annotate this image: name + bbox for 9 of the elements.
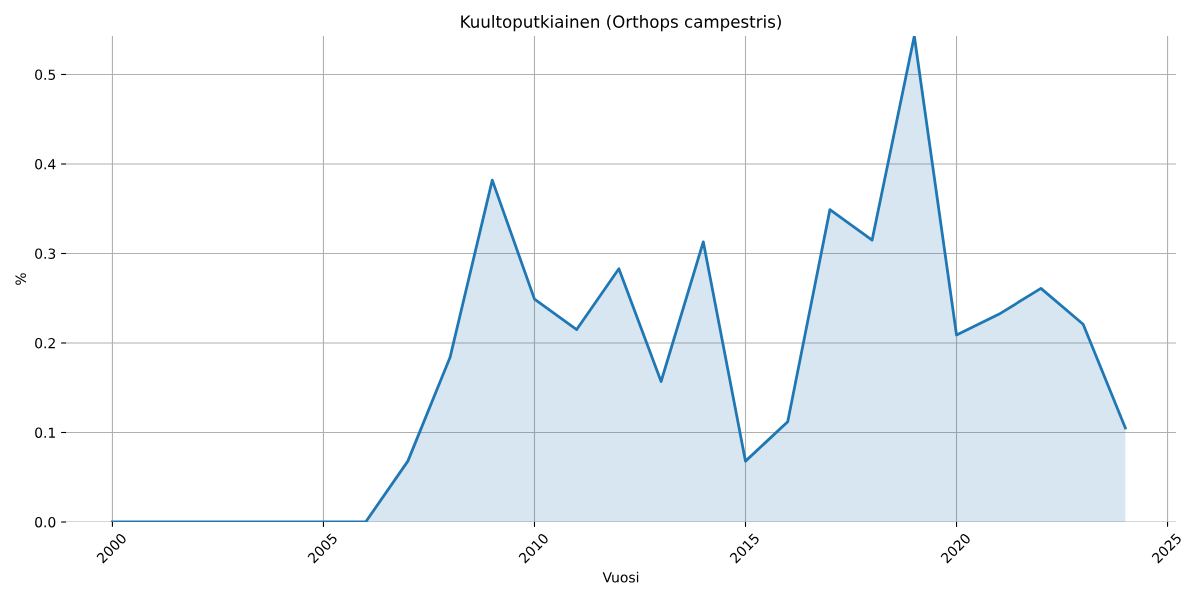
x-axis-title: Vuosi [602, 571, 639, 583]
y-tick-label: 0.0 [35, 516, 56, 528]
y-tick-label: 0.4 [35, 158, 56, 170]
y-tick-label: 0.3 [35, 248, 56, 259]
y-tick-label: 0.5 [35, 69, 56, 80]
chart-title: Kuultoputkiainen (Orthops campestris) [461, 15, 781, 32]
y-axis-title: % [15, 273, 26, 285]
y-tick-label: 0.1 [35, 427, 55, 438]
y-tick-label: 0.2 [35, 337, 55, 349]
